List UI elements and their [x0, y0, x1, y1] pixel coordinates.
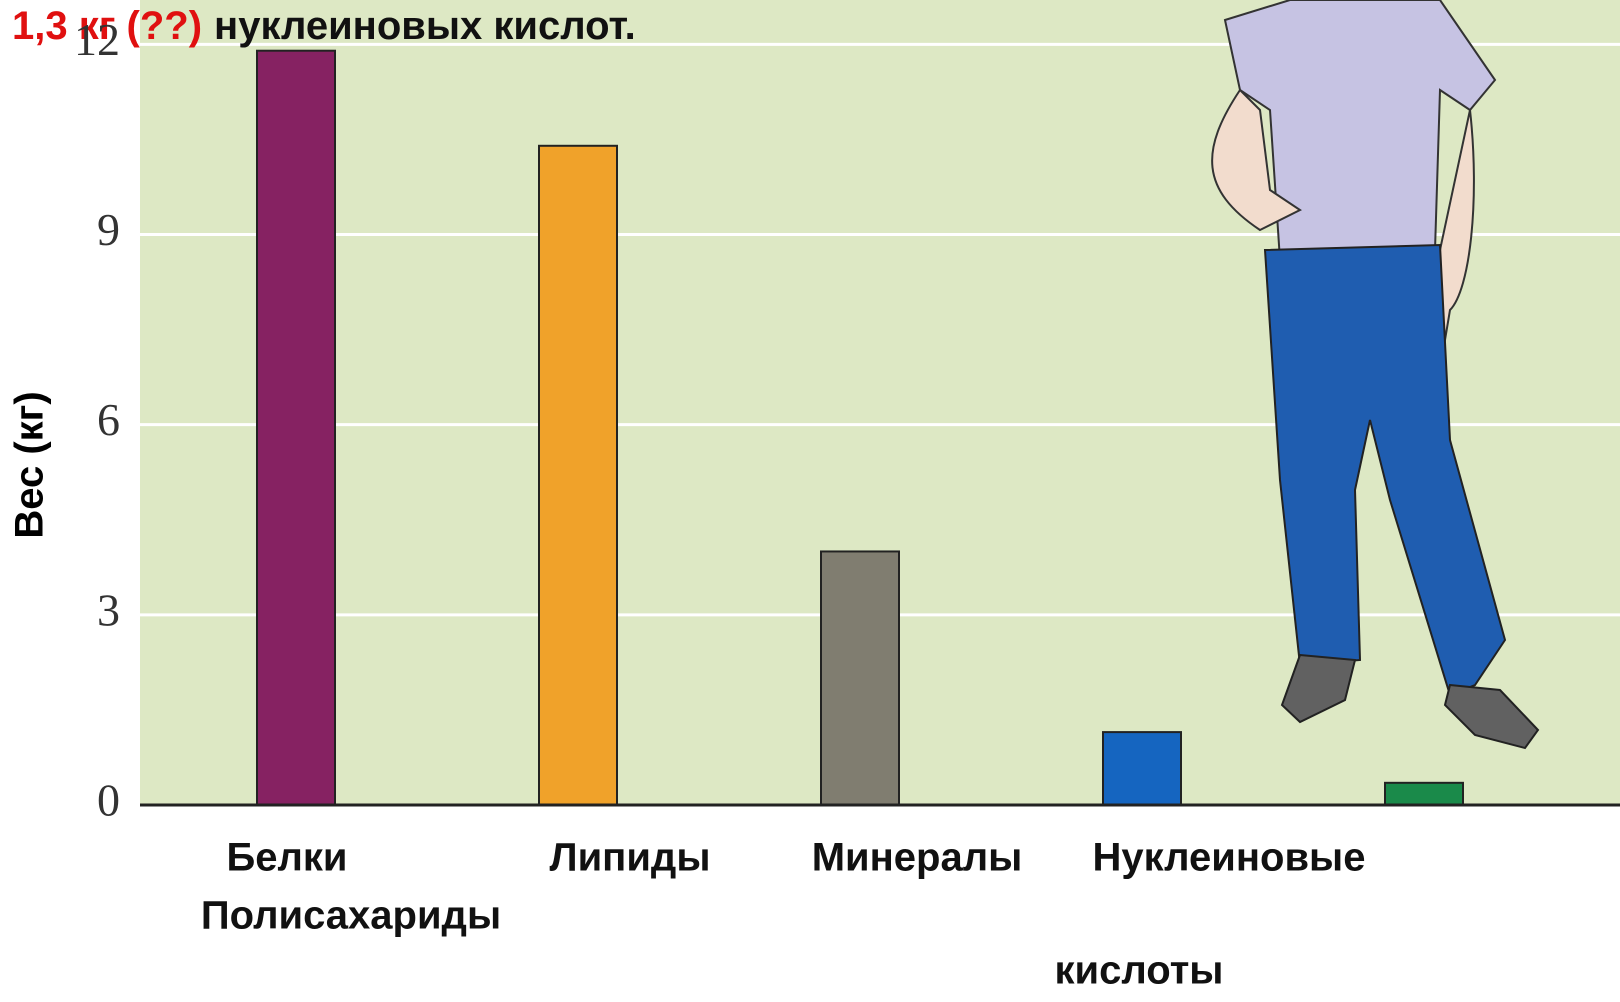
x-tick-label: Полисахариды [201, 894, 501, 938]
person-illustration [1211, 0, 1540, 750]
x-tick-label: Нуклеиновые [1093, 836, 1366, 880]
title-highlight: 1,3 кг (??) [12, 4, 202, 48]
x-tick-label: Липиды [550, 836, 711, 880]
bar [538, 144, 618, 806]
chart-title: 1,3 кг (??) нуклеиновых кислот. [12, 4, 636, 48]
bar [256, 49, 336, 806]
y-tick-label: 0 [97, 775, 120, 826]
bar [1102, 731, 1182, 807]
bar [1384, 781, 1464, 806]
title-text: нуклеиновых кислот. [214, 4, 636, 48]
bar [820, 550, 900, 806]
bars [256, 49, 1464, 807]
x-tick-label: кислоты [1055, 949, 1224, 993]
y-tick-label: 9 [97, 204, 120, 255]
y-tick-label: 3 [97, 584, 120, 635]
x-tick-label: Белки [226, 836, 347, 880]
y-axis-label: Вес (кг) [8, 391, 52, 538]
x-tick-label: Минералы [812, 836, 1023, 880]
y-tick-label: 12 [74, 14, 120, 65]
y-tick-label: 6 [97, 394, 120, 445]
